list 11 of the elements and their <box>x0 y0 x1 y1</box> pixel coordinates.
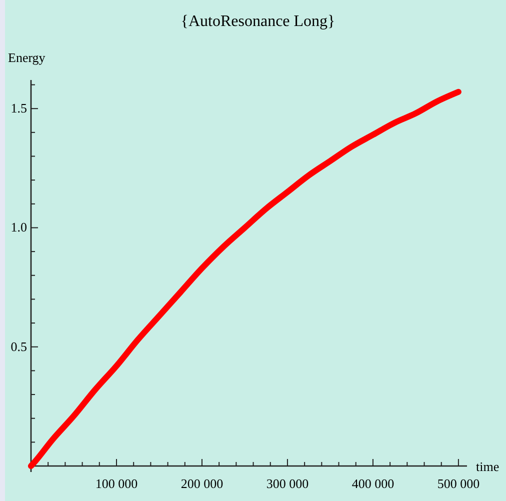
x-axis-title: time <box>476 459 500 474</box>
x-tick-label: 300 000 <box>266 476 309 491</box>
y-tick-label: 1.0 <box>10 220 27 235</box>
x-tick-label: 200 000 <box>180 476 224 491</box>
x-tick-label: 400 000 <box>352 476 394 491</box>
y-tick-label: 0.5 <box>10 338 27 354</box>
y-tick-label: 1.5 <box>10 100 27 116</box>
chart-title: {AutoResonance Long} <box>180 13 336 30</box>
x-tick-label: 500 000 <box>437 476 480 491</box>
y-axis-title: Energy <box>8 50 46 65</box>
x-tick-label: 100 000 <box>95 476 138 491</box>
